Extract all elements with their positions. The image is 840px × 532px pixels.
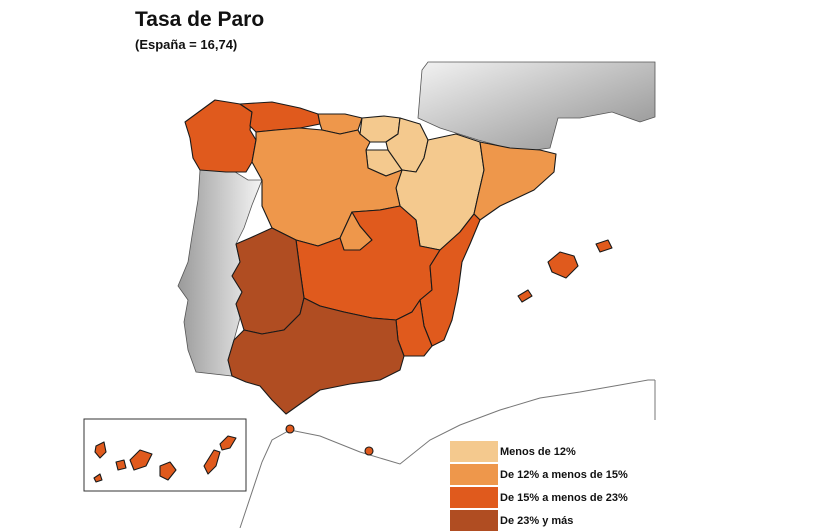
legend-label: De 23% y más bbox=[500, 514, 574, 527]
legend-label: De 15% a menos de 23% bbox=[500, 491, 628, 504]
region-asturias bbox=[239, 101, 321, 133]
region-ibiza bbox=[517, 289, 533, 303]
africa-coast bbox=[239, 379, 655, 528]
region-tenerife bbox=[129, 449, 153, 471]
canary-inset-box bbox=[83, 418, 247, 492]
region-mallorca bbox=[547, 251, 579, 279]
legend-item: Menos de 12% bbox=[450, 440, 628, 463]
region-lanzarote bbox=[219, 435, 237, 451]
region-andalucia bbox=[227, 297, 405, 415]
region-menorca bbox=[595, 239, 613, 253]
region-galicia bbox=[184, 99, 257, 173]
map-subtitle: (España = 16,74) bbox=[135, 37, 238, 52]
legend-swatch bbox=[450, 487, 498, 508]
region-valencia bbox=[419, 213, 481, 347]
legend-item: De 23% y más bbox=[450, 509, 628, 532]
portugal-shape bbox=[177, 169, 263, 377]
region-la-palma bbox=[94, 441, 107, 459]
region-melilla bbox=[364, 446, 374, 456]
region-cataluna bbox=[473, 141, 557, 221]
france-shape bbox=[417, 61, 656, 153]
region-el-hierro bbox=[93, 473, 103, 483]
legend-swatch bbox=[450, 441, 498, 462]
legend-swatch bbox=[450, 510, 498, 531]
region-la-gomera bbox=[115, 459, 127, 471]
legend-item: De 12% a menos de 15% bbox=[450, 463, 628, 486]
map-title: Tasa de Paro bbox=[135, 8, 265, 31]
legend-swatch bbox=[450, 464, 498, 485]
legend-item: De 15% a menos de 23% bbox=[450, 486, 628, 509]
region-ceuta bbox=[285, 424, 295, 434]
legend-label: De 12% a menos de 15% bbox=[500, 468, 628, 481]
region-extremadura bbox=[231, 227, 305, 335]
region-fuerteventura bbox=[203, 449, 221, 475]
legend-label: Menos de 12% bbox=[500, 445, 576, 458]
region-gran-canaria bbox=[159, 461, 177, 481]
legend: Menos de 12% De 12% a menos de 15% De 15… bbox=[450, 440, 628, 532]
